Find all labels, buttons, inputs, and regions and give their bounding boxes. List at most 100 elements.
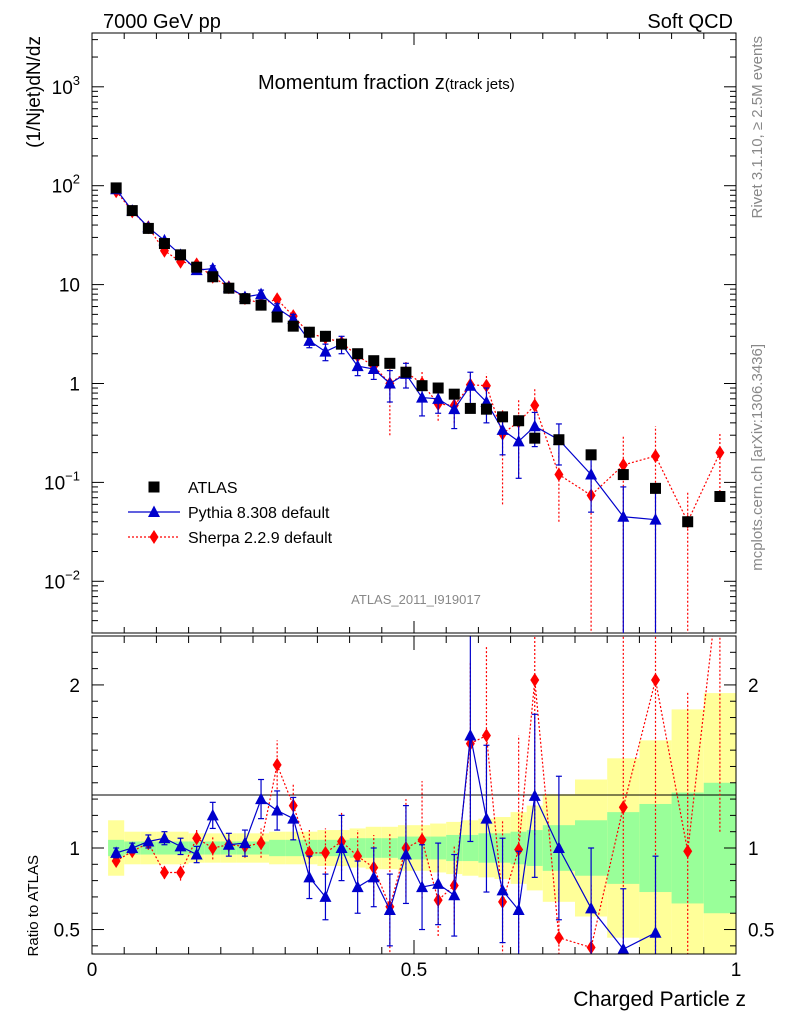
pythia-data-point — [649, 926, 662, 938]
pythia-data-point — [351, 880, 364, 893]
legend-item-sherpa: Sherpa 2.2.9 default — [128, 530, 333, 547]
mcplots-reference-label: mcplots.cern.ch [arXiv:1306.3436] — [749, 344, 766, 571]
atlas-data-point — [352, 348, 364, 360]
ratio-band-green — [156, 841, 173, 855]
atlas-data-point — [303, 326, 315, 338]
pythia-data-point — [585, 468, 598, 480]
sherpa-data-point — [715, 445, 725, 460]
pythia-data-point — [222, 838, 235, 850]
legend-item-atlas: ATLAS — [148, 480, 238, 497]
pythia-data-point — [174, 839, 187, 852]
pythia-data-point — [464, 379, 477, 391]
x-tick-label: 0.5 — [401, 960, 427, 981]
sherpa-line — [115, 190, 721, 524]
atlas-data-point — [239, 293, 251, 305]
pythia-data-point — [649, 513, 662, 525]
ratio-y-axis-label: Ratio to ATLAS — [25, 855, 42, 956]
pythia-data-point — [367, 362, 380, 375]
sherpa-data-point — [417, 832, 427, 847]
main-panel: Momentum fraction z(track jets) ATLAS_20… — [24, 32, 737, 634]
sherpa-data-point — [192, 831, 202, 846]
ratio-y-tick-label-right: 1 — [748, 839, 759, 860]
pythia-data-point — [528, 789, 541, 801]
pythia-data-point — [496, 883, 509, 896]
sherpa-data-point — [149, 530, 159, 544]
ratio-band-green — [285, 839, 302, 857]
atlas-data-point — [432, 382, 444, 394]
sherpa-data-point — [554, 930, 564, 945]
atlas-data-point — [287, 320, 299, 332]
x-axis-label: Charged Particle z — [573, 988, 746, 1011]
sherpa-data-point — [683, 844, 693, 859]
pythia-data-point — [617, 942, 630, 954]
ratio-y-tick-label: 2 — [69, 676, 80, 697]
pythia-line — [115, 188, 656, 521]
legend-label-pythia: Pythia 8.308 default — [188, 505, 330, 522]
atlas-data-point — [336, 338, 348, 350]
pythia-data-point — [303, 334, 316, 346]
pythia-data-point — [255, 287, 268, 300]
atlas-data-point — [650, 482, 661, 494]
sherpa-data-point — [272, 757, 282, 772]
main-y-tick-label: 1 — [69, 374, 80, 395]
atlas-data-point — [148, 481, 160, 493]
ratio-y-tick-label: 0.5 — [54, 921, 80, 942]
pythia-data-point — [190, 848, 203, 860]
pythia-data-point — [512, 434, 525, 447]
pythia-data-point — [512, 903, 525, 915]
ratio-band-green — [607, 812, 640, 884]
atlas-data-point — [207, 271, 219, 283]
main-y-tick-label: 10−2 — [44, 567, 80, 593]
sherpa-data-point — [176, 865, 186, 880]
sherpa-data-point — [256, 836, 266, 851]
pythia-data-point — [148, 505, 160, 517]
pythia-data-point — [335, 841, 348, 853]
pythia-data-point — [367, 870, 380, 883]
sherpa-data-point — [715, 564, 724, 578]
pythia-data-point — [464, 728, 477, 741]
pythia-data-point — [319, 345, 332, 357]
sherpa-data-point — [481, 378, 491, 393]
main-title: Momentum fraction z(track jets) — [258, 72, 515, 94]
sherpa-data-point — [618, 457, 628, 472]
ratio-y-tick-label-right: 2 — [748, 676, 759, 697]
pythia-data-point — [271, 301, 284, 313]
pythia-data-point — [416, 880, 429, 893]
pythia-data-point — [110, 846, 123, 858]
pythia-data-point — [206, 808, 219, 821]
ratio-series-layer — [110, 564, 724, 954]
pythia-data-point — [383, 376, 396, 389]
atlas-data-point — [384, 357, 396, 369]
pythia-data-point — [448, 888, 461, 901]
ratio-band-green — [462, 834, 479, 862]
pythia-data-point — [255, 792, 268, 805]
legend: ATLAS Pythia 8.308 default Sherpa 2.2.9 de… — [128, 480, 333, 547]
atlas-data-point — [400, 366, 412, 378]
main-y-tick-label: 10−1 — [44, 468, 80, 494]
pythia-data-point — [287, 812, 300, 824]
pythia-data-point — [383, 903, 396, 915]
sherpa-data-point — [159, 865, 169, 880]
pythia-data-point — [528, 419, 541, 432]
x-tick-label: 0 — [87, 960, 98, 981]
sherpa-data-point — [272, 292, 282, 307]
atlas-data-point — [175, 249, 187, 261]
sherpa-data-point — [514, 842, 524, 857]
pythia-data-point — [351, 359, 364, 372]
atlas-data-point — [682, 516, 694, 528]
main-y-tick-label: 103 — [52, 73, 80, 99]
pythia-data-point — [585, 901, 598, 914]
atlas-data-point — [617, 469, 629, 481]
main-y-tick-label: 10 — [59, 276, 80, 297]
pythia-data-point — [238, 836, 251, 849]
pythia-data-point — [432, 877, 445, 889]
sherpa-data-point — [554, 467, 564, 482]
pythia-data-point — [480, 812, 493, 824]
atlas-data-point — [142, 222, 154, 234]
main-y-ticks — [91, 33, 737, 634]
sherpa-data-point — [353, 849, 363, 864]
main-y-axis-label: (1/Njet)dN/dz — [24, 36, 45, 148]
legend-label-sherpa: Sherpa 2.2.9 default — [188, 530, 333, 547]
ratio-ticks — [91, 635, 737, 954]
atlas-data-point — [110, 182, 122, 194]
